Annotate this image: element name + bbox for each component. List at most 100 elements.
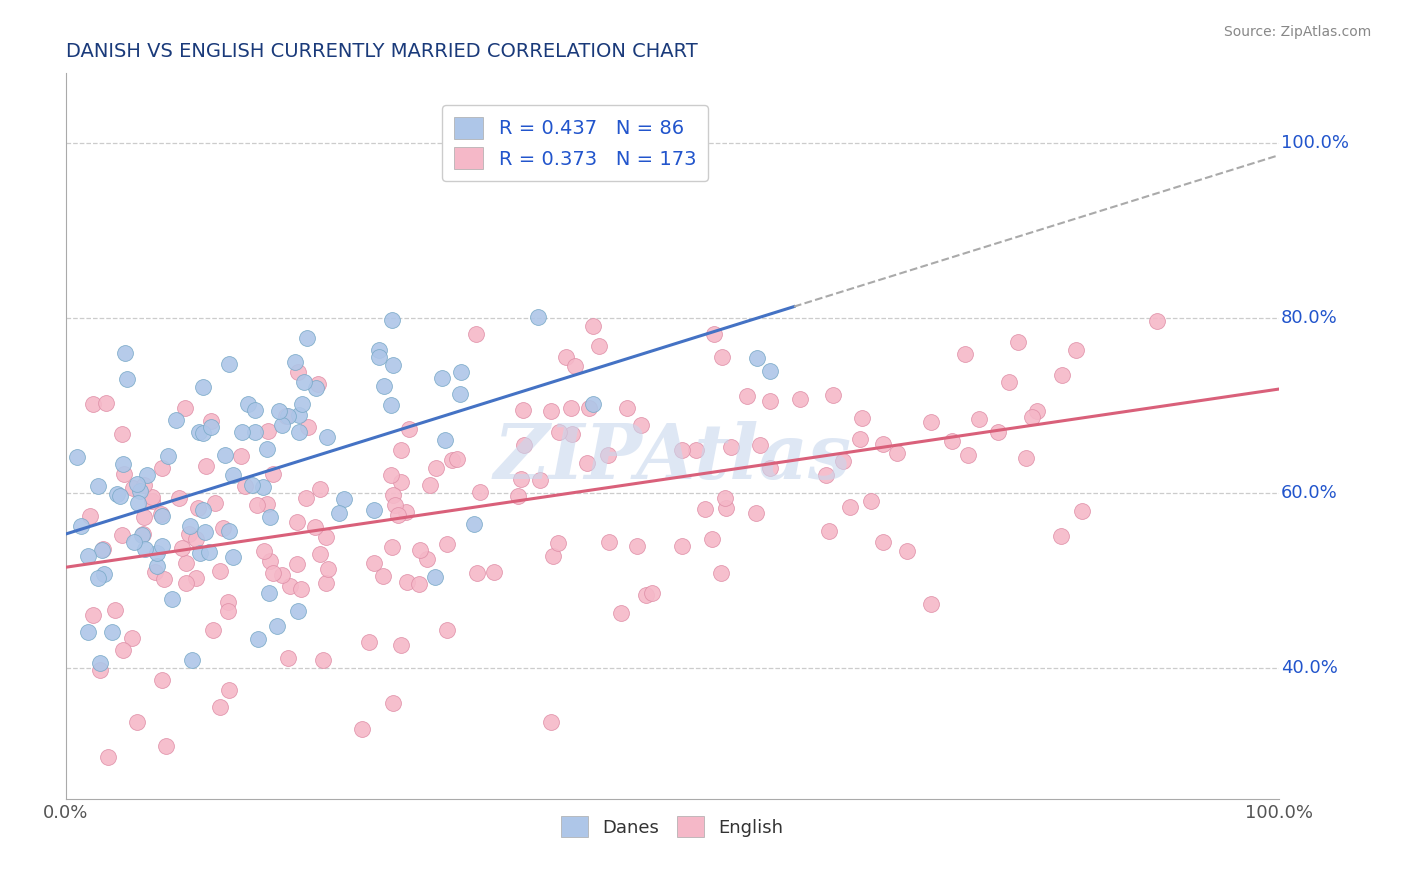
- Point: [641, 586, 664, 600]
- Point: [187, 500, 209, 515]
- Point: [468, 484, 491, 499]
- Point: [87, 571, 110, 585]
- Text: 100.0%: 100.0%: [1281, 135, 1350, 153]
- Point: [174, 556, 197, 570]
- Point: [380, 468, 402, 483]
- Point: [506, 489, 529, 503]
- Point: [111, 426, 134, 441]
- Point: [941, 434, 963, 448]
- Point: [482, 565, 505, 579]
- Point: [290, 582, 312, 596]
- Point: [720, 440, 742, 454]
- Point: [759, 461, 782, 475]
- Point: [193, 379, 215, 393]
- Point: [1049, 529, 1071, 543]
- Point: [82, 397, 104, 411]
- Point: [114, 345, 136, 359]
- Point: [186, 532, 208, 546]
- Point: [814, 468, 837, 483]
- Point: [831, 453, 853, 467]
- Point: [252, 480, 274, 494]
- Point: [217, 605, 239, 619]
- Point: [129, 483, 152, 498]
- Legend: Danes, English: Danes, English: [554, 809, 792, 844]
- Point: [695, 502, 717, 516]
- Point: [245, 402, 267, 417]
- Point: [246, 498, 269, 512]
- Point: [436, 623, 458, 637]
- Point: [165, 412, 187, 426]
- Point: [143, 565, 166, 579]
- Point: [288, 425, 311, 440]
- Point: [1021, 409, 1043, 424]
- Point: [146, 545, 169, 559]
- Point: [953, 347, 976, 361]
- Point: [465, 566, 488, 580]
- Point: [271, 567, 294, 582]
- Point: [967, 412, 990, 426]
- Point: [308, 547, 330, 561]
- Point: [214, 448, 236, 462]
- Point: [231, 425, 253, 440]
- Point: [141, 494, 163, 508]
- Point: [745, 351, 768, 366]
- Point: [389, 443, 412, 458]
- Point: [398, 422, 420, 436]
- Point: [465, 326, 488, 341]
- Point: [886, 446, 908, 460]
- Point: [315, 530, 337, 544]
- Point: [626, 539, 648, 553]
- Point: [541, 549, 564, 563]
- Point: [259, 586, 281, 600]
- Point: [187, 425, 209, 440]
- Point: [1146, 314, 1168, 328]
- Point: [560, 401, 582, 415]
- Point: [170, 541, 193, 556]
- Point: [127, 715, 149, 730]
- Point: [711, 350, 734, 364]
- Point: [440, 453, 463, 467]
- Point: [153, 573, 176, 587]
- Text: 60.0%: 60.0%: [1281, 484, 1339, 502]
- Point: [436, 536, 458, 550]
- Point: [200, 420, 222, 434]
- Point: [872, 437, 894, 451]
- Point: [259, 553, 281, 567]
- Point: [315, 576, 337, 591]
- Point: [101, 625, 124, 640]
- Point: [685, 442, 707, 457]
- Point: [363, 556, 385, 570]
- Point: [328, 506, 350, 520]
- Point: [115, 372, 138, 386]
- Point: [277, 651, 299, 665]
- Point: [714, 500, 737, 515]
- Point: [409, 543, 432, 558]
- Point: [316, 562, 339, 576]
- Point: [91, 543, 114, 558]
- Point: [382, 696, 405, 710]
- Point: [176, 576, 198, 591]
- Point: [823, 388, 845, 402]
- Point: [860, 493, 883, 508]
- Point: [381, 540, 404, 554]
- Point: [359, 635, 381, 649]
- Point: [253, 544, 276, 558]
- Point: [266, 618, 288, 632]
- Point: [89, 656, 111, 670]
- Point: [839, 500, 862, 514]
- Point: [247, 632, 270, 647]
- Point: [155, 739, 177, 753]
- Point: [415, 551, 437, 566]
- Point: [714, 491, 737, 505]
- Point: [285, 515, 308, 529]
- Point: [284, 355, 307, 369]
- Point: [77, 549, 100, 564]
- Point: [240, 477, 263, 491]
- Point: [419, 477, 441, 491]
- Point: [616, 401, 638, 415]
- Point: [540, 715, 562, 730]
- Point: [87, 479, 110, 493]
- Point: [1007, 334, 1029, 349]
- Point: [111, 528, 134, 542]
- Point: [70, 519, 93, 533]
